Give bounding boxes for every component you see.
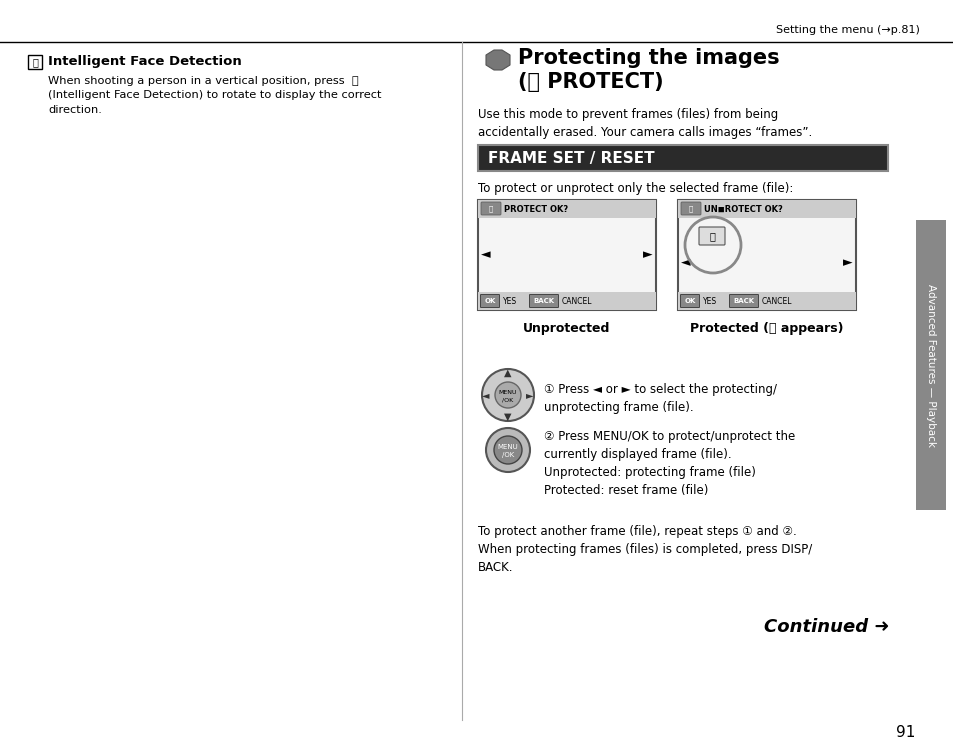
Bar [477,145,887,171]
Bar [477,292,656,310]
Text: Unprotected: Unprotected [523,322,610,335]
Circle shape [481,369,534,421]
Text: ◄: ◄ [680,257,690,270]
FancyBboxPatch shape [699,227,724,245]
FancyBboxPatch shape [529,294,558,307]
Text: Advanced Features — Playback: Advanced Features — Playback [925,283,935,446]
Text: ►: ► [842,257,852,270]
Text: UN◼ROTECT OK?: UN◼ROTECT OK? [703,205,781,214]
FancyBboxPatch shape [480,294,499,307]
Text: When protecting frames (files) is completed, press DISP/
BACK.: When protecting frames (files) is comple… [477,543,811,574]
Text: Continued ➜: Continued ➜ [763,618,889,636]
Text: ◄: ◄ [480,248,490,261]
Text: ◄: ◄ [482,390,489,400]
Text: To protect another frame (file), repeat steps ① and ②.: To protect another frame (file), repeat … [477,525,796,538]
Text: /OK: /OK [502,397,513,402]
Circle shape [494,436,521,464]
Text: 91: 91 [896,725,915,740]
Text: ⓠ: ⓠ [32,57,38,67]
Bar [477,200,656,218]
Text: When shooting a person in a vertical position, press  ⓠ
(Intelligent Face Detect: When shooting a person in a vertical pos… [48,76,381,115]
Text: ►: ► [642,248,652,261]
Text: CANCEL: CANCEL [761,297,792,306]
Text: Setting the menu (→p.81): Setting the menu (→p.81) [776,25,919,35]
Polygon shape [485,50,510,70]
Text: MENU: MENU [497,444,517,450]
Text: ►: ► [526,390,533,400]
Text: /OK: /OK [501,452,514,458]
FancyBboxPatch shape [679,294,699,307]
Text: ⒡: ⒡ [488,205,493,212]
Bar [678,200,855,218]
Text: ② Press MENU/OK to protect/unprotect the
currently displayed frame (file).
Unpro: ② Press MENU/OK to protect/unprotect the… [543,430,795,497]
Text: CANCEL: CANCEL [561,297,592,306]
FancyBboxPatch shape [729,294,758,307]
Text: (⒡ PROTECT): (⒡ PROTECT) [517,72,663,92]
Text: YES: YES [702,297,717,306]
Text: OK: OK [484,298,496,304]
Text: OK: OK [683,298,695,304]
Bar [678,292,855,310]
Bar [915,220,945,510]
Text: Use this mode to prevent frames (files) from being
accidentally erased. Your cam: Use this mode to prevent frames (files) … [477,108,811,139]
Text: To protect or unprotect only the selected frame (file):: To protect or unprotect only the selecte… [477,182,793,195]
Text: ① Press ◄ or ► to select the protecting/
unprotecting frame (file).: ① Press ◄ or ► to select the protecting/… [543,383,776,414]
Bar [678,200,855,310]
Text: ▲: ▲ [504,368,511,378]
Bar [477,200,656,310]
FancyBboxPatch shape [680,202,700,215]
Text: ⒡: ⒡ [708,231,714,241]
Text: MENU: MENU [498,390,517,395]
Text: ⒡: ⒡ [688,205,693,212]
Text: Intelligent Face Detection: Intelligent Face Detection [48,55,241,68]
FancyBboxPatch shape [480,202,500,215]
Text: ▼: ▼ [504,412,511,422]
Text: BACK: BACK [733,298,754,304]
Circle shape [495,382,520,408]
Text: YES: YES [502,297,517,306]
Text: BACK: BACK [533,298,554,304]
Text: Protected (⒡ appears): Protected (⒡ appears) [690,322,842,335]
Text: Protecting the images: Protecting the images [517,48,779,68]
Text: PROTECT OK?: PROTECT OK? [503,205,568,214]
Circle shape [485,428,530,472]
Text: FRAME SET / RESET: FRAME SET / RESET [488,150,654,165]
Bar [28,55,42,69]
